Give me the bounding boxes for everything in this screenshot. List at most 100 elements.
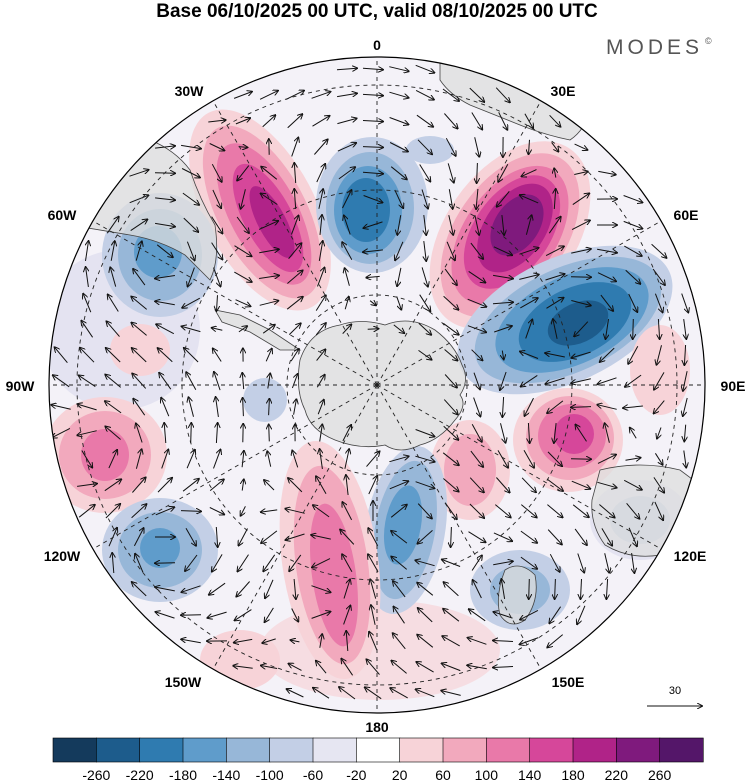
wind-arrow: [216, 526, 217, 547]
wind-arrow: [237, 165, 250, 181]
wind-arrow: [529, 578, 530, 599]
wind-arrow: [287, 689, 304, 698]
colorbar-swatch: [96, 737, 141, 763]
wind-arrow: [471, 112, 482, 130]
wind-arrow: [261, 510, 278, 512]
wind-arrow: [216, 397, 219, 417]
colorbar-tick-label: -100: [256, 767, 284, 783]
wind-arrow: [315, 323, 326, 336]
wind-arrow: [600, 294, 613, 311]
wind-arrow: [654, 400, 665, 414]
wind-arrow: [471, 556, 482, 571]
wind-arrow: [155, 507, 174, 516]
wind-arrow: [259, 276, 279, 279]
wind-arrow: [314, 140, 327, 155]
wind-arrow: [239, 528, 248, 546]
wind-arrow: [683, 397, 688, 416]
wind-arrow: [77, 404, 97, 411]
wind-arrow: [442, 88, 459, 101]
wind-arrow: [344, 449, 349, 469]
wind-arrow: [684, 319, 687, 339]
wind-arrow: [654, 293, 662, 313]
wind-arrow: [520, 504, 536, 518]
colorbar-swatch: [226, 737, 271, 763]
colorbar-tick-label: 60: [435, 767, 451, 783]
wind-arrow: [471, 349, 483, 361]
colorbar: -260 -220 -180 -140 -100 -60 -20 20 60 100 140 180 2…: [52, 737, 704, 783]
wind-arrow: [523, 450, 534, 467]
graticule: [49, 57, 705, 713]
wind-arrow: [393, 633, 406, 650]
wind-arrow: [467, 325, 486, 333]
wind-arrow: [209, 582, 226, 595]
wind-arrow: [529, 139, 530, 154]
wind-arrow: [184, 348, 199, 363]
wind-arrow: [545, 353, 565, 358]
wind-arrow: [651, 243, 667, 258]
wind-arrow: [493, 561, 513, 566]
wind-arrow: [473, 397, 481, 417]
wind-arrow: [156, 324, 175, 335]
wind-arrow: [316, 349, 326, 361]
lon-label-90e: 90E: [721, 378, 746, 394]
colorbar-swatch: [52, 737, 97, 763]
colorbar-tick-label: 180: [561, 767, 585, 783]
wind-arrow: [571, 480, 590, 489]
wind-arrow: [238, 147, 248, 148]
wind-arrow: [500, 423, 506, 442]
wind-arrow: [418, 530, 433, 543]
wind-arrow: [346, 475, 348, 495]
wind-arrow: [625, 269, 641, 284]
wind-arrow: [242, 451, 244, 468]
wind-arrow: [601, 528, 612, 545]
wind-arrow: [262, 325, 275, 334]
wind-arrow: [441, 691, 461, 696]
wind-arrow: [261, 666, 278, 669]
wind-arrow: [212, 554, 223, 571]
wind-arrow: [318, 241, 322, 261]
wind-arrow: [628, 527, 637, 546]
wind-arrow: [129, 195, 149, 204]
wind-arrow: [494, 326, 512, 333]
wind-arrow: [418, 608, 433, 623]
wind-arrow: [598, 377, 617, 384]
wind-arrow: [415, 89, 434, 99]
wind-arrow: [653, 477, 664, 492]
wind-arrow: [208, 120, 225, 122]
wind-arrow: [525, 215, 531, 235]
wind-arrow: [105, 504, 120, 519]
wind-arrow: [362, 172, 383, 174]
wind-arrow: [394, 189, 403, 208]
wind-arrow: [469, 477, 484, 493]
wind-arrow: [362, 147, 383, 148]
wind-arrow: [577, 553, 584, 573]
wind-arrow: [235, 118, 250, 125]
wind-arrow: [112, 553, 114, 574]
wind-arrow: [389, 66, 408, 72]
wind-arrow: [605, 423, 610, 443]
wind-arrow: [597, 405, 617, 410]
wind-arrow: [132, 582, 147, 597]
colorbar-tick-label: -220: [126, 767, 154, 783]
wind-arrow: [336, 68, 357, 70]
wind-arrow: [554, 168, 556, 178]
lon-label-30e: 30E: [551, 83, 576, 99]
wind-arrow: [545, 274, 565, 281]
wind-arrow: [158, 348, 173, 363]
wind-arrow: [131, 504, 147, 519]
wind-arrow: [289, 554, 302, 571]
wind-arrow: [444, 268, 457, 285]
wind-arrow: [502, 396, 503, 417]
wind-arrow: [156, 612, 175, 619]
wind-arrow: [470, 242, 483, 259]
colorbar-tick-label: 260: [648, 767, 672, 783]
wind-arrow: [494, 612, 513, 619]
wind-arrow: [107, 321, 120, 337]
wind-arrow: [236, 581, 250, 597]
wind-arrow: [211, 163, 221, 182]
wind-arrow: [366, 451, 380, 467]
wind-arrow: [294, 189, 295, 210]
wind-arrow: [476, 188, 478, 209]
wind-arrow: [498, 112, 508, 129]
wind-arrow: [285, 509, 305, 514]
